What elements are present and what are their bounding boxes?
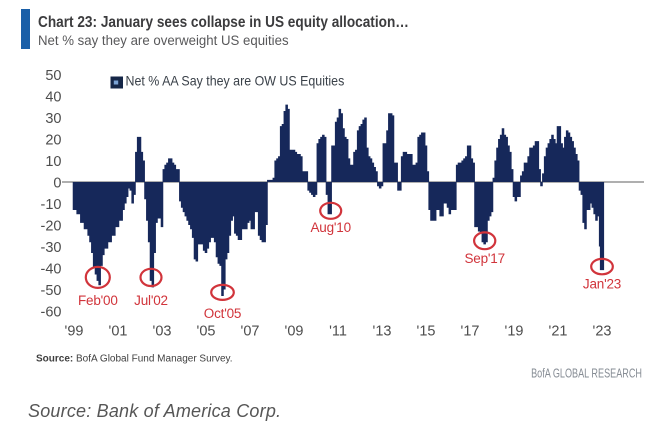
svg-text:Jul'02: Jul'02 <box>134 293 168 308</box>
svg-text:'07: '07 <box>241 324 260 340</box>
svg-text:'03: '03 <box>153 324 172 340</box>
svg-text:Chart 23: January sees collaps: Chart 23: January sees collapse in US eq… <box>38 14 409 31</box>
svg-text:Source: BofA Global Fund Manag: Source: BofA Global Fund Manager Survey. <box>36 354 233 365</box>
svg-text:-10: -10 <box>41 197 62 213</box>
svg-text:'05: '05 <box>197 324 216 340</box>
svg-text:'19: '19 <box>505 324 524 340</box>
svg-text:'99: '99 <box>65 324 84 340</box>
svg-text:0: 0 <box>53 175 61 191</box>
svg-text:Sep'17: Sep'17 <box>464 251 504 266</box>
svg-text:Aug'10: Aug'10 <box>310 220 350 235</box>
svg-text:-50: -50 <box>41 283 62 299</box>
svg-text:50: 50 <box>45 68 61 84</box>
svg-text:'15: '15 <box>417 324 436 340</box>
svg-text:-30: -30 <box>41 240 62 256</box>
svg-text:Feb'00: Feb'00 <box>78 293 118 308</box>
svg-text:'17: '17 <box>461 324 480 340</box>
svg-text:'01: '01 <box>109 324 128 340</box>
svg-text:'09: '09 <box>285 324 304 340</box>
svg-text:-60: -60 <box>41 304 62 320</box>
svg-text:Net % say they are overweight: Net % say they are overweight US equitie… <box>38 33 289 48</box>
svg-text:20: 20 <box>45 132 61 148</box>
svg-text:30: 30 <box>45 111 61 127</box>
svg-text:Oct'05: Oct'05 <box>204 306 241 321</box>
svg-text:'13: '13 <box>373 324 392 340</box>
svg-text:Net % AA Say they are OW US Eq: Net % AA Say they are OW US Equities <box>126 73 345 89</box>
svg-text:'11: '11 <box>329 324 347 340</box>
svg-text:-40: -40 <box>41 261 62 277</box>
svg-text:10: 10 <box>45 154 61 170</box>
svg-text:BofA GLOBAL RESEARCH: BofA GLOBAL RESEARCH <box>531 367 642 381</box>
svg-text:'21: '21 <box>549 324 568 340</box>
svg-text:40: 40 <box>45 89 61 105</box>
svg-text:'23: '23 <box>593 324 612 340</box>
svg-text:Source: Bank of America Corp.: Source: Bank of America Corp. <box>28 401 281 421</box>
svg-text:Jan'23: Jan'23 <box>583 277 621 292</box>
svg-text:-20: -20 <box>41 218 62 234</box>
